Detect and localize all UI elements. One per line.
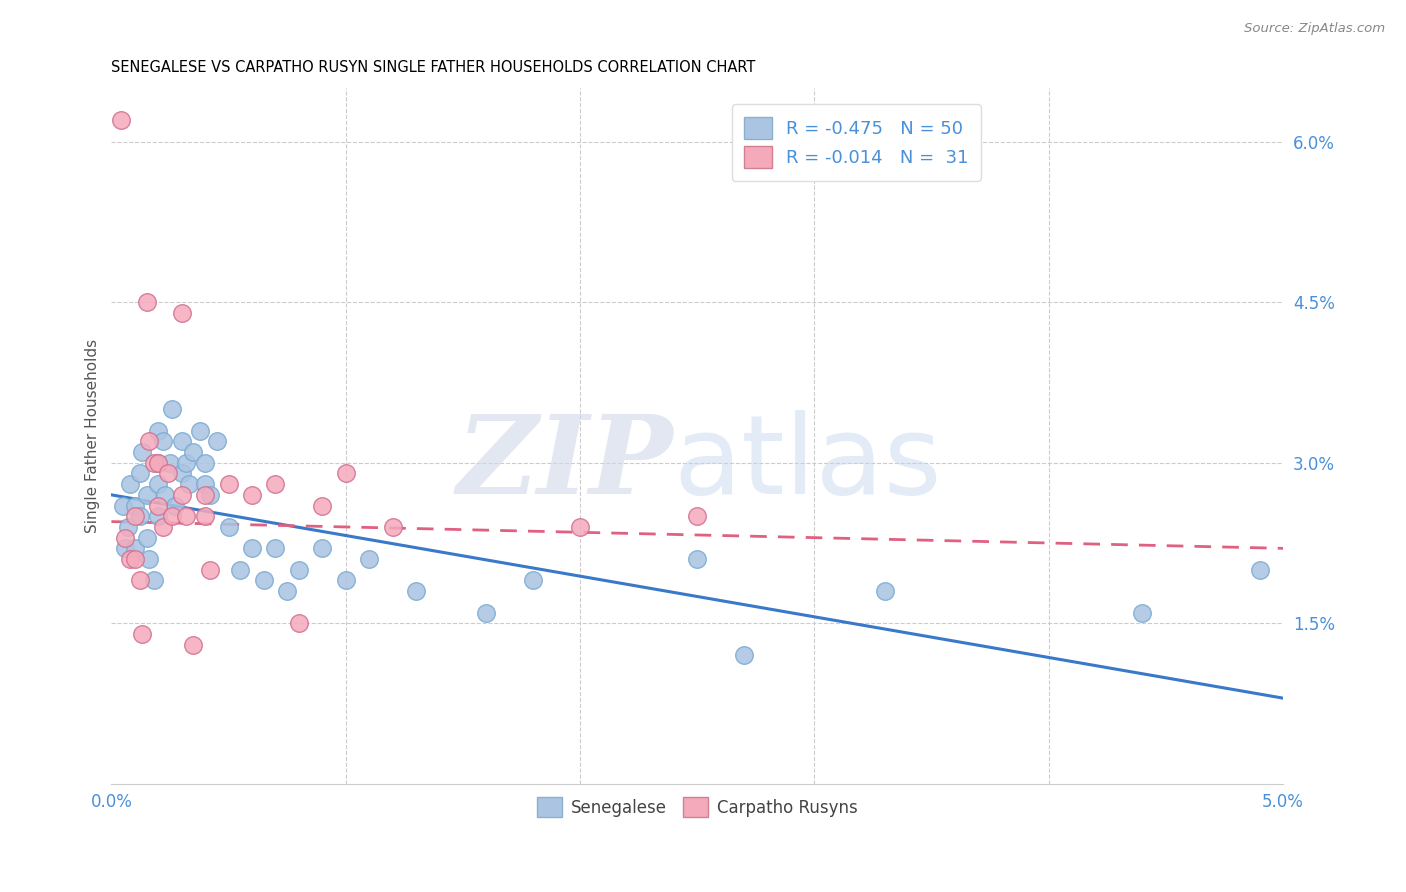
Point [183, 638, 205, 652]
Point [170, 434, 193, 449]
Point [873, 584, 896, 599]
Point [159, 456, 181, 470]
Text: atlas: atlas [673, 410, 942, 517]
Point [155, 488, 177, 502]
Point [170, 306, 193, 320]
Point [311, 541, 333, 556]
Point [138, 434, 160, 449]
Point [686, 552, 709, 566]
Point [194, 488, 217, 502]
Point [335, 467, 357, 481]
Point [194, 477, 217, 491]
Point [276, 584, 298, 599]
Point [177, 477, 200, 491]
Point [335, 574, 357, 588]
Point [194, 456, 217, 470]
Point [240, 488, 263, 502]
Point [288, 616, 311, 631]
Point [288, 563, 311, 577]
Point [240, 541, 263, 556]
Point [152, 434, 174, 449]
Point [131, 445, 153, 459]
Point [148, 424, 170, 438]
Point [190, 424, 212, 438]
Point [522, 574, 544, 588]
Point [142, 574, 165, 588]
Point [135, 488, 157, 502]
Point [120, 552, 142, 566]
Point [253, 574, 276, 588]
Point [128, 574, 150, 588]
Point [156, 467, 179, 481]
Point [194, 509, 217, 524]
Point [124, 541, 146, 556]
Point [1249, 563, 1271, 577]
Point [124, 552, 146, 566]
Point [405, 584, 427, 599]
Point [264, 477, 287, 491]
Text: SENEGALESE VS CARPATHO RUSYN SINGLE FATHER HOUSEHOLDS CORRELATION CHART: SENEGALESE VS CARPATHO RUSYN SINGLE FATH… [111, 60, 756, 75]
Point [124, 499, 146, 513]
Point [135, 295, 157, 310]
Point [152, 520, 174, 534]
Point [733, 648, 755, 663]
Point [264, 541, 287, 556]
Text: ZIP: ZIP [457, 410, 673, 517]
Point [205, 434, 228, 449]
Point [359, 552, 381, 566]
Point [114, 541, 136, 556]
Point [148, 477, 170, 491]
Y-axis label: Single Father Households: Single Father Households [86, 339, 100, 533]
Point [381, 520, 404, 534]
Point [148, 509, 170, 524]
Point [198, 488, 221, 502]
Point [124, 509, 146, 524]
Point [148, 456, 170, 470]
Point [148, 499, 170, 513]
Point [120, 477, 142, 491]
Point [218, 477, 240, 491]
Point [163, 499, 186, 513]
Point [112, 499, 135, 513]
Point [135, 531, 157, 545]
Point [475, 606, 498, 620]
Point [170, 488, 193, 502]
Point [569, 520, 592, 534]
Point [183, 445, 205, 459]
Point [311, 499, 333, 513]
Point [142, 456, 165, 470]
Legend: Senegalese, Carpatho Rusyns: Senegalese, Carpatho Rusyns [530, 790, 863, 824]
Point [148, 456, 170, 470]
Point [176, 509, 198, 524]
Point [131, 627, 153, 641]
Point [176, 456, 198, 470]
Point [170, 467, 193, 481]
Point [128, 467, 150, 481]
Point [162, 402, 184, 417]
Text: Source: ZipAtlas.com: Source: ZipAtlas.com [1244, 22, 1385, 36]
Point [229, 563, 252, 577]
Point [117, 520, 139, 534]
Point [114, 531, 136, 545]
Point [686, 509, 709, 524]
Point [162, 509, 184, 524]
Point [1132, 606, 1154, 620]
Point [198, 563, 221, 577]
Point [110, 113, 132, 128]
Point [138, 552, 160, 566]
Point [128, 509, 150, 524]
Point [218, 520, 240, 534]
